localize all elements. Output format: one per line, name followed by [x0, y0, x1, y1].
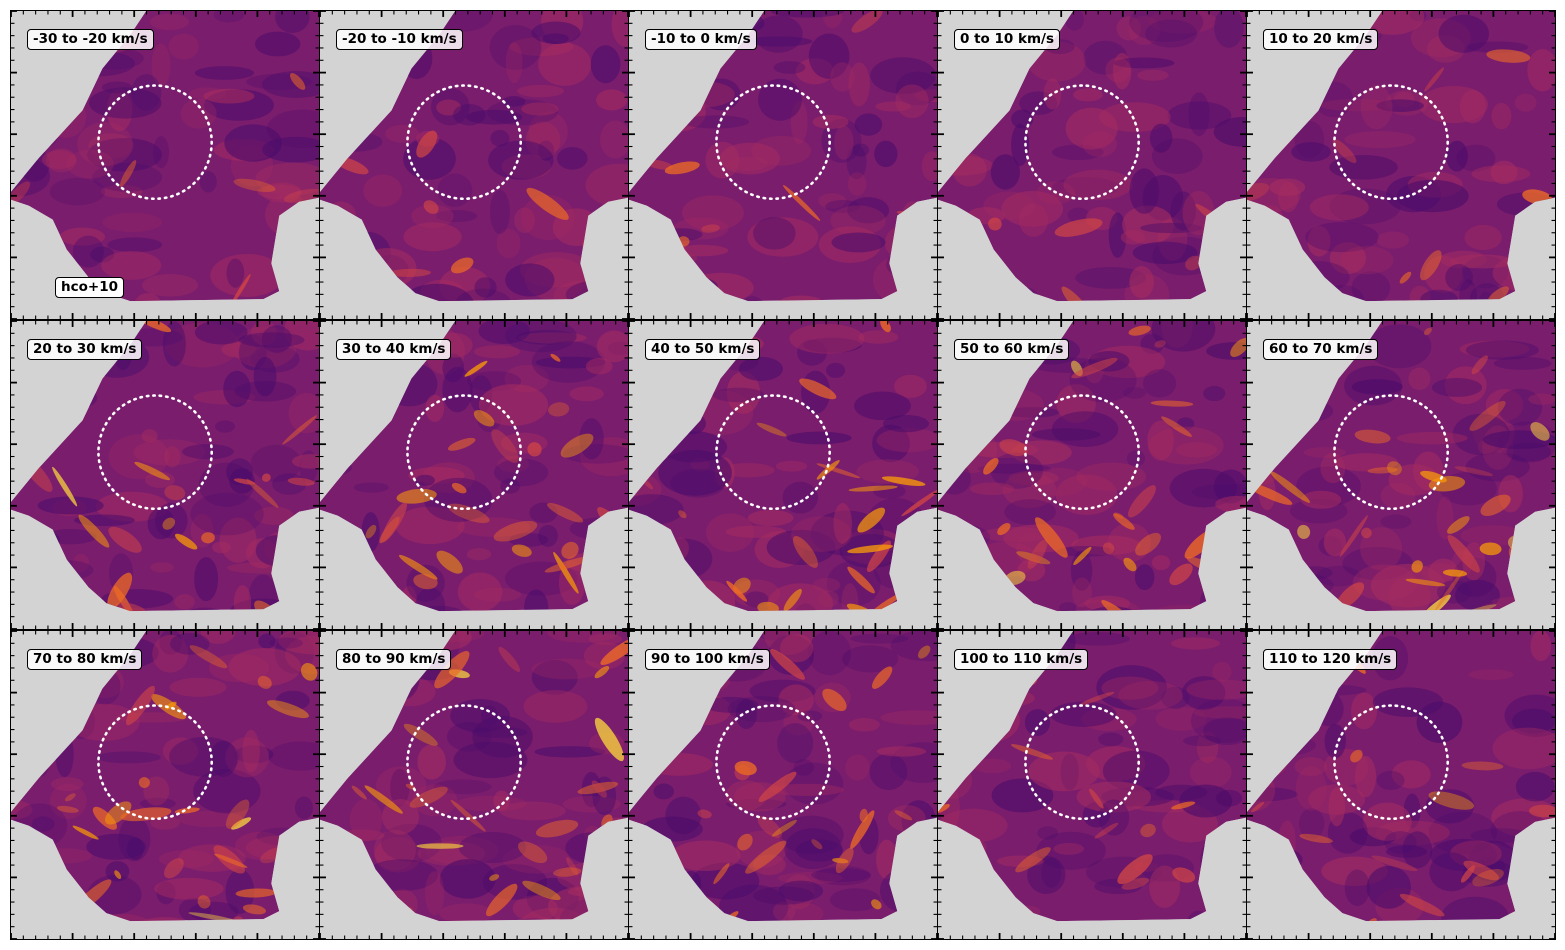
axis-ticks	[1247, 631, 1555, 939]
velocity-range-label: 110 to 120 km/s	[1263, 649, 1398, 670]
reference-circle	[715, 394, 831, 511]
velocity-range-label: 10 to 20 km/s	[1263, 29, 1379, 50]
reference-circle	[1024, 704, 1140, 821]
channel-map-image	[1247, 11, 1555, 319]
reference-circle	[715, 84, 831, 201]
axis-ticks	[11, 321, 319, 629]
axis-ticks	[938, 11, 1246, 319]
velocity-range-label: 60 to 70 km/s	[1263, 339, 1379, 360]
axis-ticks	[320, 11, 628, 319]
emission-map	[320, 631, 628, 922]
channel-panel: -20 to -10 km/s	[319, 10, 629, 320]
channel-panel: 100 to 110 km/s	[937, 630, 1247, 940]
velocity-range-label: 40 to 50 km/s	[645, 339, 761, 360]
channel-map-image	[1247, 321, 1555, 629]
channel-panel: 110 to 120 km/s	[1246, 630, 1556, 940]
channel-panel: 60 to 70 km/s	[1246, 320, 1556, 630]
reference-circle	[1024, 394, 1140, 511]
reference-circle	[1024, 84, 1140, 201]
channel-panel: -30 to -20 km/s hco+10	[10, 10, 320, 320]
channel-panel: 10 to 20 km/s	[1246, 10, 1556, 320]
velocity-range-label: -30 to -20 km/s	[27, 29, 154, 50]
reference-circle	[97, 394, 213, 511]
channel-panel: 30 to 40 km/s	[319, 320, 629, 630]
channel-panel: 80 to 90 km/s	[319, 630, 629, 940]
emission-map	[938, 11, 1246, 302]
reference-circle	[1333, 704, 1449, 821]
channel-panel: 70 to 80 km/s	[10, 630, 320, 940]
emission-map	[11, 321, 319, 612]
channel-map-image	[320, 11, 628, 319]
reference-circle	[406, 704, 522, 821]
emission-map	[629, 11, 937, 302]
velocity-range-label: 50 to 60 km/s	[954, 339, 1070, 360]
reference-circle	[97, 84, 213, 201]
emission-map	[1247, 11, 1555, 302]
axis-ticks	[320, 321, 628, 629]
reference-circle	[406, 84, 522, 201]
emission-map	[938, 631, 1246, 922]
reference-circle	[1333, 394, 1449, 511]
channel-map-image	[11, 11, 319, 319]
axis-ticks	[938, 631, 1246, 939]
channel-map-image	[938, 631, 1246, 939]
reference-circle	[406, 394, 522, 511]
channel-panel: 20 to 30 km/s	[10, 320, 320, 630]
axis-ticks	[629, 11, 937, 319]
emission-map	[938, 321, 1246, 612]
reference-circle	[97, 704, 213, 821]
channel-map-image	[629, 631, 937, 939]
molecule-label: hco+10	[55, 277, 124, 298]
emission-map	[1247, 321, 1555, 612]
channel-map-image	[629, 321, 937, 629]
emission-map	[11, 11, 319, 302]
reference-circle	[715, 704, 831, 821]
axis-ticks	[320, 631, 628, 939]
channel-panel: 0 to 10 km/s	[937, 10, 1247, 320]
velocity-range-label: 30 to 40 km/s	[336, 339, 452, 360]
axis-ticks	[629, 631, 937, 939]
channel-map-image	[1247, 631, 1555, 939]
velocity-range-label: 0 to 10 km/s	[954, 29, 1061, 50]
emission-map	[11, 631, 319, 922]
channel-panel: 40 to 50 km/s	[628, 320, 938, 630]
channel-map-image	[938, 321, 1246, 629]
channel-map-image	[11, 321, 319, 629]
channel-panel: 50 to 60 km/s	[937, 320, 1247, 630]
axis-ticks	[629, 321, 937, 629]
emission-map	[320, 321, 628, 612]
velocity-range-label: 70 to 80 km/s	[27, 649, 143, 670]
axis-ticks	[11, 11, 319, 319]
emission-map	[629, 321, 937, 612]
velocity-range-label: 90 to 100 km/s	[645, 649, 770, 670]
emission-map	[1247, 631, 1555, 922]
channel-panel: 90 to 100 km/s	[628, 630, 938, 940]
velocity-range-label: -20 to -10 km/s	[336, 29, 463, 50]
velocity-range-label: 100 to 110 km/s	[954, 649, 1089, 670]
reference-circle	[1333, 84, 1449, 201]
channel-map-image	[320, 321, 628, 629]
emission-map	[320, 11, 628, 302]
axis-ticks	[11, 631, 319, 939]
emission-map	[629, 631, 937, 922]
channel-map-image	[320, 631, 628, 939]
channel-panel: -10 to 0 km/s	[628, 10, 938, 320]
axis-ticks	[1247, 11, 1555, 319]
axis-ticks	[1247, 321, 1555, 629]
velocity-range-label: 80 to 90 km/s	[336, 649, 452, 670]
channel-map-image	[11, 631, 319, 939]
channel-map-image	[938, 11, 1246, 319]
axis-ticks	[938, 321, 1246, 629]
velocity-range-label: 20 to 30 km/s	[27, 339, 143, 360]
velocity-range-label: -10 to 0 km/s	[645, 29, 757, 50]
channel-map-image	[629, 11, 937, 319]
